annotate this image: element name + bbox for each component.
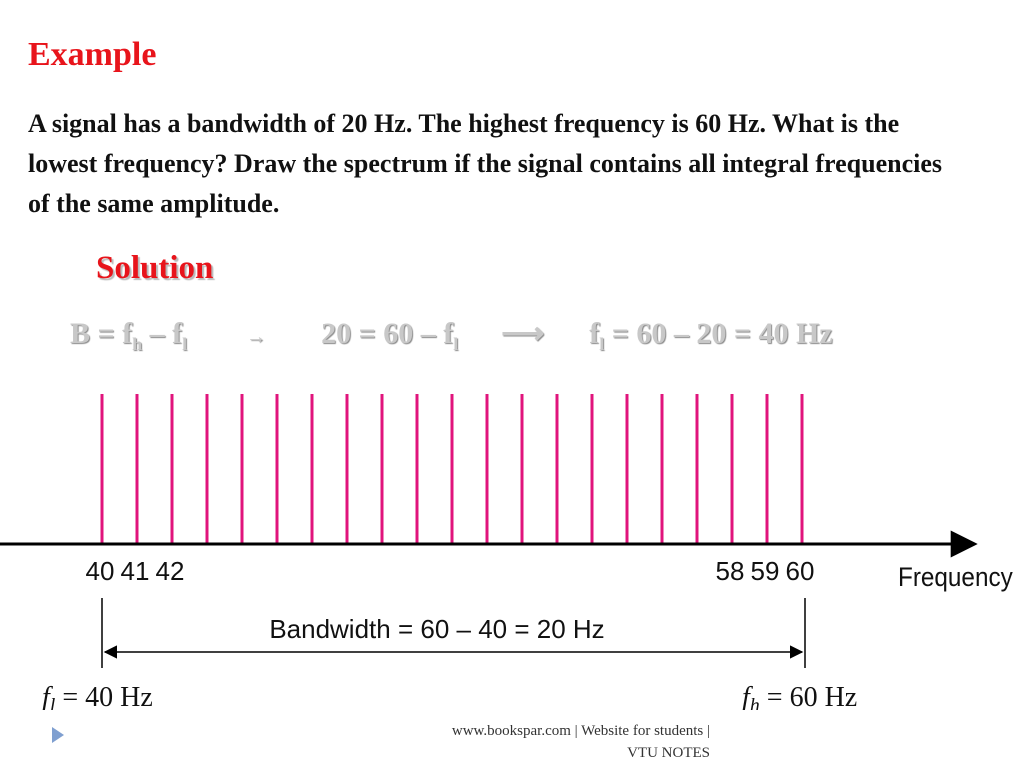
tick-label-60: 60 xyxy=(786,556,815,586)
slide-heading: Example xyxy=(28,36,157,73)
bullet-icon xyxy=(52,727,64,743)
frequency-spectrum-chart: 40 41 42 58 59 60 Frequency Bandwidth = 60 – … xyxy=(0,394,1013,710)
tick-label-41: 41 xyxy=(121,556,150,586)
low-symbol: f xyxy=(42,682,53,710)
eq2-sub-l: l xyxy=(453,334,459,354)
eq1-sub-l: l xyxy=(182,334,188,354)
eq2-text: 20 = 60 – f xyxy=(321,317,454,350)
eq1-text: B = f xyxy=(70,317,133,350)
high-symbol: f xyxy=(742,682,753,710)
high-value: = 60 Hz xyxy=(760,682,857,710)
footer-line-2: VTU NOTES xyxy=(627,745,710,761)
eq3-text: f xyxy=(589,317,600,350)
equation-line: B = fh – fl → 20 = 60 – fl ⟶ fl = 60 – 2… xyxy=(70,316,833,355)
footer-line-1[interactable]: www.bookspar.com | Website for students … xyxy=(451,723,710,739)
solution-label: Solution xyxy=(96,250,214,286)
tick-label-42: 42 xyxy=(156,556,185,586)
footer-text[interactable]: www.bookspar.com | Website for students … xyxy=(330,720,710,764)
long-arrow-icon: ⟶ xyxy=(501,317,545,350)
eq1-sub-h: h xyxy=(132,334,143,354)
high-subscript: h xyxy=(750,695,760,710)
problem-statement: A signal has a bandwidth of 20 Hz. The h… xyxy=(28,109,942,218)
low-frequency-label: fl = 40 Hz xyxy=(42,682,153,710)
eq1-mid: – f xyxy=(142,317,183,350)
bandwidth-label: Bandwidth = 60 – 40 = 20 Hz xyxy=(269,614,604,644)
tick-label-58: 58 xyxy=(716,556,745,586)
tick-label-59: 59 xyxy=(751,556,780,586)
arrow-icon: → xyxy=(246,326,267,348)
tick-label-40: 40 xyxy=(86,556,115,586)
x-axis-label: Frequency xyxy=(898,563,1013,592)
eq3-right: = 60 – 20 = 40 Hz xyxy=(604,317,833,350)
high-frequency-label: fh = 60 Hz xyxy=(742,682,857,710)
low-subscript: l xyxy=(50,695,56,710)
low-value: = 40 Hz xyxy=(55,682,152,710)
eq3-sub-l: l xyxy=(599,334,605,354)
